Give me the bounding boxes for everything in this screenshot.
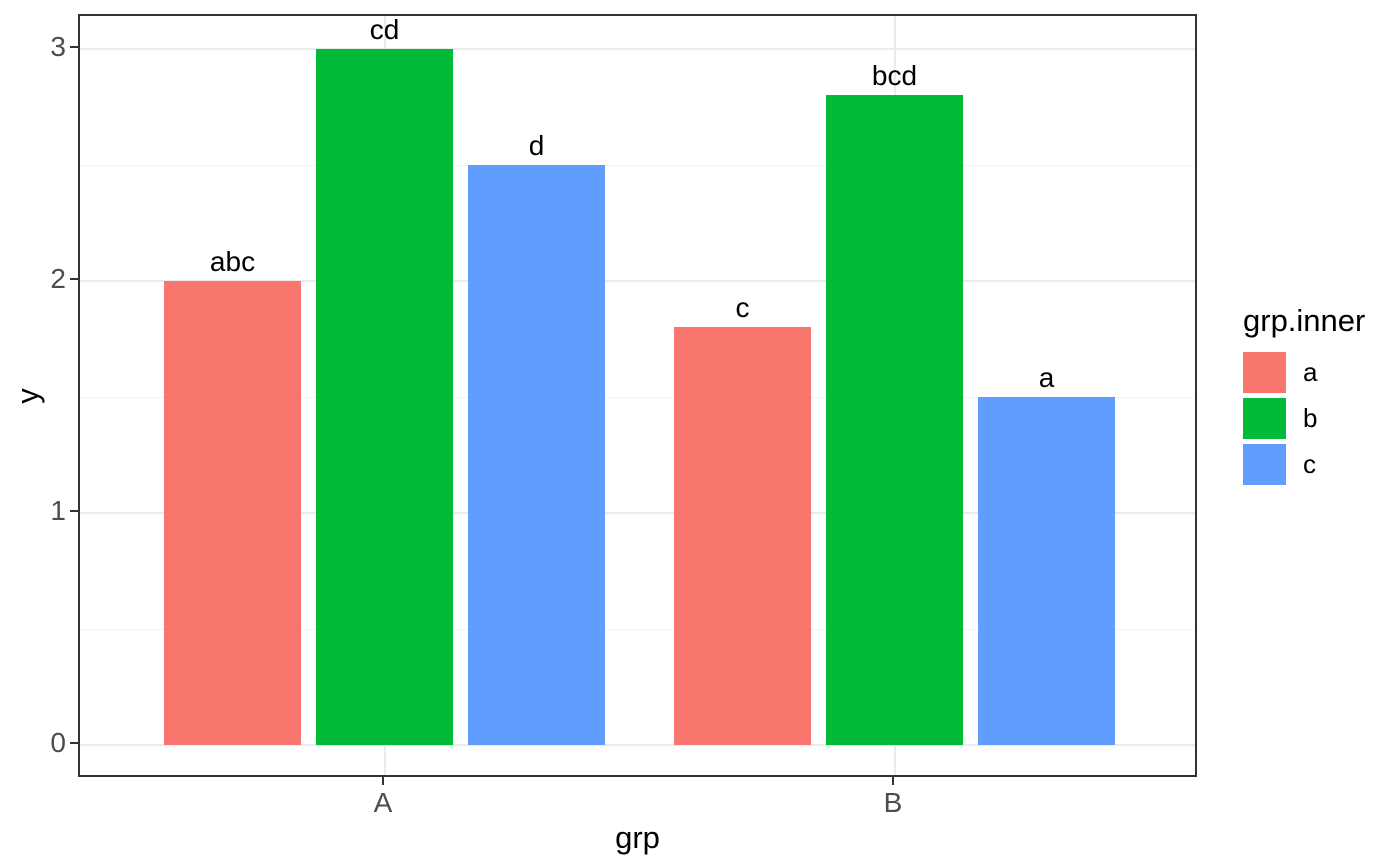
legend-item-c: c [1243,444,1365,485]
bar-B-a [674,327,811,745]
legend-label-c: c [1303,449,1316,479]
x-axis-title: grp [615,820,660,855]
y-tick-mark [70,278,78,280]
bar-A-c [468,165,605,745]
bar-label-B-c: a [1038,362,1055,393]
y-tick-mark [70,510,78,512]
y-tick-label: 3 [50,31,66,62]
legend-item-a: a [1243,352,1365,393]
gridline-major [80,48,1195,50]
y-axis-title: y [10,388,45,404]
bar-label-B-a: c [735,292,750,323]
legend-label-b: b [1303,403,1318,433]
legend-swatch-b [1243,398,1286,439]
bar-label-A-b: cd [369,14,400,45]
bar-label-A-c: d [528,130,545,161]
gridline-major [80,744,1195,746]
bar-B-b [826,95,963,745]
bar-label-A-a: abc [209,246,256,277]
gridline-minor [80,397,1195,398]
gridline-minor [80,629,1195,630]
gridline-major [80,280,1195,282]
y-tick-label: 1 [50,495,66,526]
x-tick-label: B [883,787,903,818]
y-tick-label: 0 [50,727,66,758]
legend-swatch-c [1243,444,1286,485]
y-tick-mark [70,742,78,744]
x-tick-label: A [373,787,393,818]
y-tick-label: 2 [50,263,66,294]
legend-label-a: a [1303,357,1318,387]
legend-swatch-a [1243,352,1286,393]
bar-A-b [316,49,453,745]
bar-label-B-b: bcd [871,60,918,91]
x-tick-mark [382,777,384,785]
plot-panel: abc c cd bcd d a [78,14,1197,777]
gridline-minor [80,165,1195,166]
legend-item-b: b [1243,398,1365,439]
gridline-major [80,512,1195,514]
bar-B-c [978,397,1115,745]
x-tick-mark [892,777,894,785]
legend-title: grp.inner [1243,303,1366,338]
bar-A-a [164,281,301,745]
y-tick-mark [70,46,78,48]
